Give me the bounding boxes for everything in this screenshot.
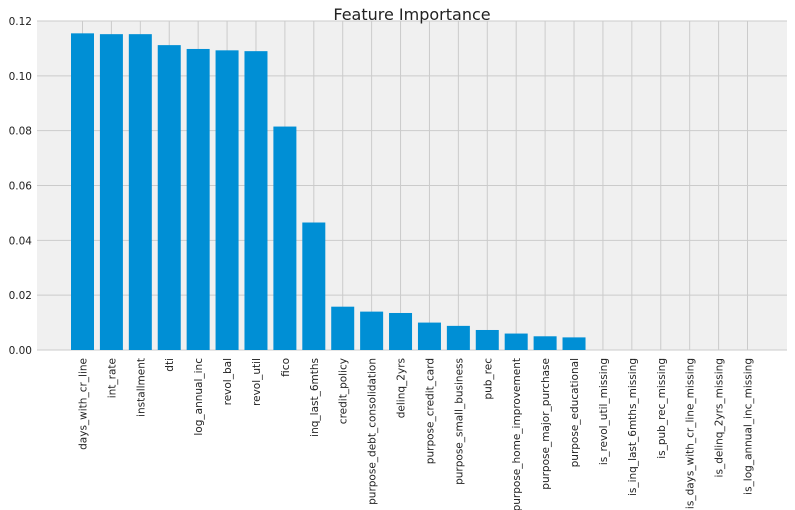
x-tick-label: purpose_home_improvement — [511, 358, 523, 510]
bar — [475, 329, 499, 350]
y-tick-label: 0.08 — [9, 126, 32, 138]
bar — [215, 50, 239, 350]
bar — [302, 222, 326, 350]
x-tick-label: revol_bal — [222, 358, 234, 405]
x-tick-label: is_revol_util_missing — [598, 358, 610, 465]
x-tick-label: inq_last_6mths — [309, 358, 321, 437]
y-tick-label: 0.06 — [9, 181, 33, 193]
bar — [360, 311, 384, 350]
x-axis-ticks: days_with_cr_line int_rate installment dti l… — [78, 358, 755, 510]
x-tick-label: dti — [164, 358, 176, 372]
chart-title: Feature Importance — [333, 5, 490, 24]
x-tick-label: is_inq_last_6mths_missing — [627, 358, 639, 496]
x-tick-label: purpose_credit_card — [424, 358, 436, 464]
bar — [273, 126, 297, 350]
x-tick-label: days_with_cr_line — [78, 358, 90, 450]
y-tick-label: 0.04 — [9, 235, 33, 247]
bar — [244, 51, 268, 351]
x-tick-label: purpose_major_purchase — [540, 358, 552, 490]
y-axis-ticks: 0.00 0.02 0.04 0.06 0.08 0.10 0.12 — [9, 16, 33, 357]
x-tick-label: int_rate — [106, 358, 118, 398]
y-tick-label: 0.00 — [9, 345, 32, 357]
bar — [157, 45, 181, 350]
bar — [128, 34, 152, 350]
bar — [533, 336, 557, 350]
bar — [504, 333, 528, 350]
y-tick-label: 0.02 — [9, 290, 32, 302]
x-tick-label: purpose_small_business — [453, 358, 465, 485]
bar — [389, 312, 413, 350]
x-tick-label: delinq_2yrs — [396, 358, 408, 418]
x-tick-label: revol_util — [251, 358, 263, 406]
x-tick-label: is_log_annual_inc_missing — [743, 358, 755, 495]
x-tick-label: installment — [135, 358, 147, 417]
bar — [71, 33, 94, 351]
y-tick-label: 0.10 — [9, 71, 32, 83]
x-tick-label: is_delinq_2yrs_missing — [714, 358, 726, 477]
x-tick-label: log_annual_inc — [193, 358, 205, 436]
x-tick-label: pub_rec — [482, 358, 494, 400]
x-tick-label: is_pub_rec_missing — [656, 358, 668, 459]
x-tick-label: purpose_debt_consolidation — [367, 358, 379, 505]
x-tick-label: purpose_educational — [569, 358, 581, 467]
x-tick-label: credit_policy — [338, 358, 350, 424]
bar — [186, 48, 210, 351]
bar — [331, 306, 355, 350]
bar — [99, 34, 123, 350]
bars — [71, 33, 586, 351]
bar — [562, 337, 586, 350]
x-tick-label: fico — [280, 358, 292, 377]
x-tick-label: is_days_with_cr_line_missing — [685, 358, 697, 509]
bar — [417, 322, 441, 350]
bar — [446, 325, 470, 350]
y-tick-label: 0.12 — [9, 16, 32, 28]
